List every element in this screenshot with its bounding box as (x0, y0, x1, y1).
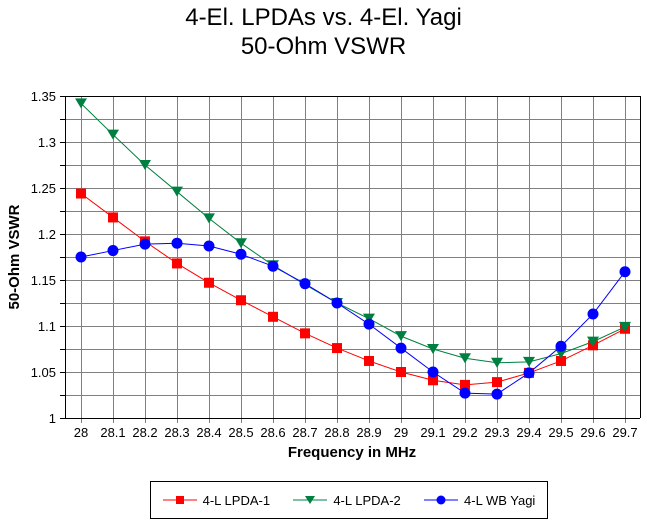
axes (60, 96, 641, 423)
data-point-circle (171, 237, 183, 249)
data-point-square (556, 355, 566, 366)
series-4-l-lpda-1 (76, 188, 630, 390)
x-tick-label: 28.4 (196, 425, 221, 440)
chart-plot: 1 1.05 1.1 1.15 1.2 1.25 1.3 1.35 28 28.1 28.2 28.3… (6, 89, 641, 461)
x-tick-label: 28.1 (100, 425, 125, 440)
data-point-circle (75, 251, 87, 263)
data-point-triangle (171, 186, 183, 197)
data-point-square (428, 375, 438, 386)
x-tick-label: 28.7 (292, 425, 317, 440)
y-tick-label: 1.1 (38, 319, 56, 334)
x-tick-label: 29.1 (420, 425, 445, 440)
data-point-triangle (587, 336, 599, 347)
x-tick-label: 28.8 (324, 425, 349, 440)
tick-labels: 1 1.05 1.1 1.15 1.2 1.25 1.3 1.35 28 28.1 28.2 28.3… (31, 89, 638, 440)
x-tick-label: 29 (394, 425, 408, 440)
data-point-triangle (619, 321, 631, 332)
data-point-square (396, 367, 406, 377)
legend-label-lpda1: 4-L LPDA-1 (202, 492, 271, 508)
series-4-l-wb-yagi (75, 237, 631, 400)
data-point-square (76, 188, 86, 199)
data-point-triangle (395, 331, 407, 342)
x-tick-label: 29.3 (484, 425, 509, 440)
chart-title: 4-El. LPDAs vs. 4-El. Yagi (185, 4, 462, 31)
data-point-square (108, 212, 118, 223)
data-point-square (460, 379, 470, 390)
legend-triangle-marker-icon (293, 496, 328, 504)
series-4-l-lpda-2 (75, 98, 631, 368)
data-point-circle (203, 240, 215, 252)
data-point-circle (363, 318, 375, 330)
data-point-circle (267, 260, 279, 272)
data-point-square (236, 295, 246, 306)
y-tick-label: 1.35 (31, 89, 56, 104)
data-point-triangle (459, 353, 471, 364)
data-point-square (332, 343, 342, 354)
data-point-square (492, 377, 502, 388)
data-point-triangle (363, 313, 375, 324)
chart-subtitle: 50-Ohm VSWR (240, 33, 407, 60)
series-line (80, 242, 626, 395)
y-axis-label: 50-Ohm VSWR (6, 204, 23, 309)
data-point-square (300, 328, 310, 339)
legend-item-yagi: 4-L WB Yagi (424, 493, 535, 508)
data-point-triangle (555, 348, 567, 359)
data-point-triangle (491, 357, 503, 368)
data-point-square (204, 277, 214, 288)
data-point-circle (523, 367, 535, 379)
x-tick-label: 29.6 (580, 425, 605, 440)
data-point-circle (107, 245, 119, 257)
x-axis-label: Frequency in MHz (288, 444, 416, 461)
x-tick-label: 29.5 (548, 425, 573, 440)
data-point-circle (299, 278, 311, 290)
data-point-square (268, 311, 278, 322)
data-point-circle (427, 366, 439, 378)
x-tick-label: 28 (74, 425, 88, 440)
data-point-square (364, 355, 374, 366)
data-point-triangle (427, 344, 439, 354)
y-tick-label: 1.2 (38, 227, 56, 242)
y-tick-label: 1.25 (31, 181, 56, 196)
y-tick-label: 1 (49, 411, 56, 426)
series-group (75, 98, 631, 400)
x-tick-label: 28.9 (356, 425, 381, 440)
y-tick-label: 1.3 (38, 135, 56, 150)
legend: 4-L LPDA-1 4-L LPDA-2 4-L WB Yagi (150, 481, 548, 519)
data-point-triangle (235, 238, 247, 249)
y-tick-label: 1.15 (31, 273, 56, 288)
data-point-circle (139, 238, 151, 250)
data-point-circle (235, 248, 247, 260)
data-point-triangle (107, 129, 119, 140)
x-tick-label: 28.6 (260, 425, 285, 440)
x-tick-label: 29.7 (612, 425, 637, 440)
grid (65, 96, 640, 419)
x-tick-label: 28.2 (132, 425, 157, 440)
x-tick-label: 28.5 (228, 425, 253, 440)
legend-item-lpda2: 4-L LPDA-2 (293, 492, 401, 508)
data-point-square (172, 258, 182, 269)
legend-label-lpda2: 4-L LPDA-2 (333, 492, 401, 508)
legend-square-marker-icon (162, 496, 197, 504)
x-tick-label: 28.3 (164, 425, 189, 440)
y-tick-label: 1.05 (31, 365, 56, 380)
data-point-circle (491, 388, 503, 400)
legend-item-lpda1: 4-L LPDA-1 (162, 492, 271, 508)
data-point-circle (331, 297, 343, 309)
data-point-triangle (523, 356, 535, 367)
data-point-triangle (203, 213, 215, 224)
data-point-triangle (139, 160, 151, 170)
data-point-circle (587, 308, 599, 320)
x-tick-label: 29.4 (516, 425, 541, 440)
legend-label-yagi: 4-L WB Yagi (464, 492, 536, 508)
data-point-circle (459, 387, 471, 399)
data-point-triangle (75, 98, 87, 109)
series-line (80, 193, 626, 386)
legend-circle-marker-icon (424, 495, 459, 505)
data-point-circle (555, 340, 567, 352)
x-tick-label: 29.2 (452, 425, 477, 440)
data-point-circle (395, 342, 407, 354)
data-point-circle (619, 266, 631, 278)
